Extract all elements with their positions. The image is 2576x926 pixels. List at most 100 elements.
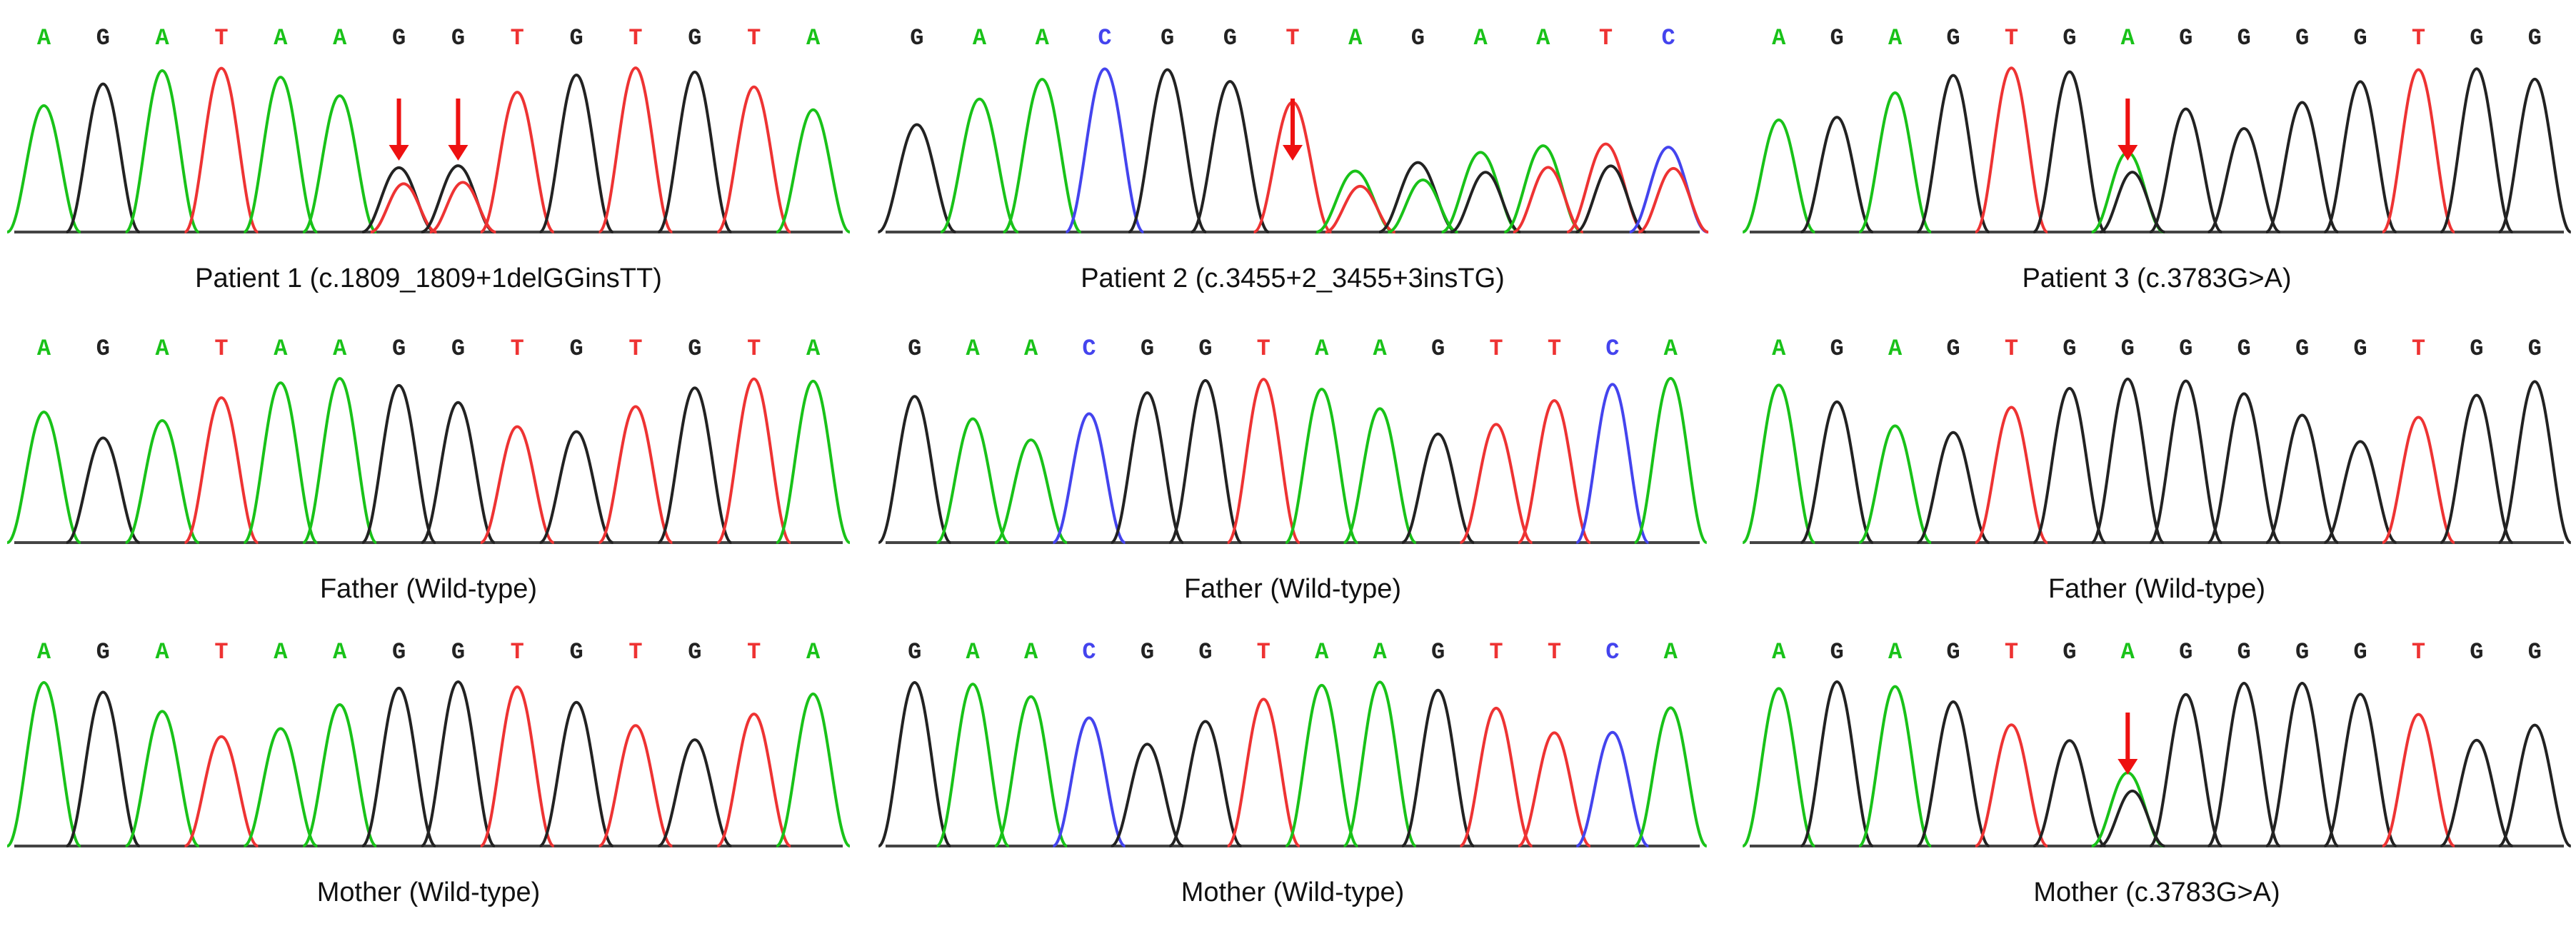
base-call-label: T xyxy=(747,25,761,51)
base-call-label: A xyxy=(37,336,51,362)
secondary-trace-peak xyxy=(1450,171,1521,233)
mutation-arrow-icon xyxy=(2118,713,2138,775)
trace-peak xyxy=(2149,693,2223,847)
trace-peak xyxy=(2323,440,2397,544)
mutation-arrow-icon xyxy=(2118,99,2138,161)
trace-peak xyxy=(1633,706,1708,847)
trace-peak xyxy=(1916,431,1990,544)
trace-peak xyxy=(657,71,733,233)
base-call-label: G xyxy=(2063,639,2076,665)
base-call-label: G xyxy=(1411,25,1425,51)
panel-caption: Father (Wild-type) xyxy=(1184,574,1401,604)
base-call-label: A xyxy=(1024,639,1038,665)
trace-peak xyxy=(421,401,496,544)
base-call-label: G xyxy=(2470,25,2483,51)
trace-peak xyxy=(6,104,81,233)
base-call-label: G xyxy=(392,25,406,51)
base-call-label: A xyxy=(2121,639,2135,665)
trace-peak xyxy=(1858,424,1932,544)
base-call-label: A xyxy=(1664,336,1678,362)
base-call-label: G xyxy=(1946,336,1960,362)
mutation-arrow-icon xyxy=(1283,99,1303,161)
panel-caption: Patient 3 (c.3783G>A) xyxy=(2022,263,2291,293)
base-call-label: G xyxy=(1946,25,1960,51)
trace-peak xyxy=(1065,67,1145,233)
base-call-label: G xyxy=(1141,639,1154,665)
base-call-label: G xyxy=(1830,336,1844,362)
base-call-label: T xyxy=(747,336,761,362)
trace-peak xyxy=(2091,771,2165,847)
base-call-label: A xyxy=(333,336,347,362)
trace-peak xyxy=(1226,378,1300,544)
trace-peak xyxy=(361,383,436,544)
base-call-label: A xyxy=(274,25,288,51)
trace-peak xyxy=(2440,393,2514,544)
trace-peak xyxy=(1285,683,1359,847)
trace-peak xyxy=(877,123,957,233)
base-call-label: G xyxy=(1198,639,1212,665)
chromatogram-panel: A G A T A A G G T G T G T A Father (Wild-type) xyxy=(6,336,851,604)
trace-peak xyxy=(1111,743,1184,847)
base-call-label: G xyxy=(96,639,110,665)
trace-peak xyxy=(940,97,1019,233)
base-call-label: T xyxy=(214,25,228,51)
base-call-label: A xyxy=(1772,25,1786,51)
trace-peak xyxy=(302,377,378,544)
trace-peak xyxy=(1459,706,1533,847)
trace-peak xyxy=(1858,685,1933,847)
base-call-label: A xyxy=(1536,25,1550,51)
base-call-label: A xyxy=(1024,336,1038,362)
secondary-trace-peak xyxy=(1325,184,1396,233)
trace-peak xyxy=(124,419,200,544)
base-call-label: G xyxy=(2237,25,2251,51)
base-call-label: G xyxy=(688,639,701,665)
base-call-label: A xyxy=(333,25,347,51)
chromatogram-panel: A G A G T G A G G G G T G G Patient 3 (c.3783G>A) xyxy=(1742,25,2572,293)
base-call-label: A xyxy=(156,336,170,362)
chromatogram-panel: A G A G T G A G G G G T G G Mother (c.3783G>A) xyxy=(1742,639,2572,907)
trace-peak xyxy=(361,686,436,847)
base-call-label: G xyxy=(2295,639,2309,665)
base-call-label: C xyxy=(1662,25,1675,51)
base-call-label: A xyxy=(2121,25,2135,51)
base-call-label: A xyxy=(274,336,288,362)
base-call-label: G xyxy=(908,639,921,665)
base-call-label: G xyxy=(451,639,465,665)
base-call-label: T xyxy=(1489,336,1503,362)
trace-peak xyxy=(1974,66,2048,233)
trace-peak xyxy=(1401,432,1475,544)
base-call-label: A xyxy=(156,639,170,665)
secondary-trace-peak xyxy=(370,182,438,233)
trace-peak xyxy=(1974,723,2048,847)
base-call-label: G xyxy=(2121,336,2135,362)
base-call-label: T xyxy=(1257,336,1271,362)
base-call-label: G xyxy=(2179,25,2192,51)
trace-peak xyxy=(302,94,378,233)
base-call-label: G xyxy=(1198,336,1212,362)
base-call-label: G xyxy=(392,639,406,665)
trace-peak xyxy=(1002,78,1082,233)
trace-peak xyxy=(2497,77,2572,233)
panel-caption: Patient 2 (c.3455+2_3455+3insTG) xyxy=(1081,263,1505,293)
secondary-trace-peak xyxy=(1575,164,1647,233)
base-call-label: T xyxy=(1548,336,1561,362)
trace-peak xyxy=(6,411,81,544)
trace-peak xyxy=(716,713,792,847)
trace-peak xyxy=(2497,723,2572,847)
base-call-label: G xyxy=(2353,25,2367,51)
trace-peak xyxy=(2149,107,2223,233)
base-call-label: G xyxy=(451,25,465,51)
base-call-label: G xyxy=(451,336,465,362)
trace-peak xyxy=(538,74,614,233)
panel-caption: Patient 1 (c.1809_1809+1delGGinsTT) xyxy=(195,263,662,293)
base-call-label: G xyxy=(2295,336,2309,362)
trace-peak xyxy=(1052,412,1126,544)
trace-peak xyxy=(479,91,555,233)
base-call-label: C xyxy=(1098,25,1111,51)
base-call-label: G xyxy=(2528,639,2542,665)
trace-peak xyxy=(1974,406,2048,544)
base-call-label: T xyxy=(1489,639,1503,665)
trace-peak xyxy=(2440,67,2514,233)
trace-peak xyxy=(2090,377,2165,544)
